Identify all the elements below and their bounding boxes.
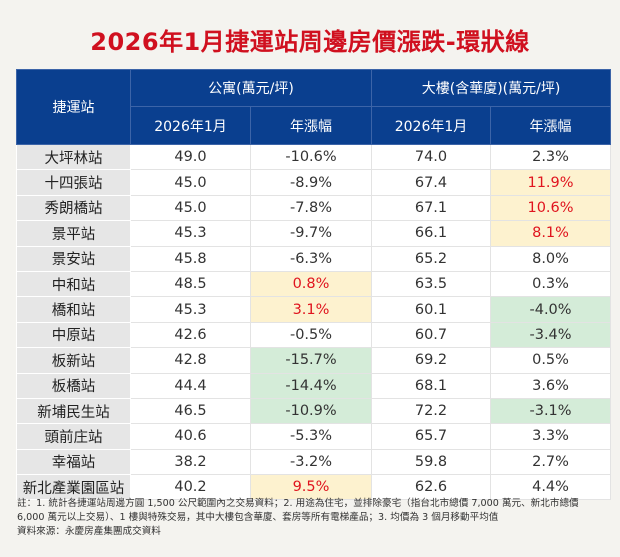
apt-yoy-cell: 0.8% <box>249 270 373 298</box>
apt-yoy-cell: -10.9% <box>249 397 373 425</box>
station-cell: 幸福站 <box>16 448 131 476</box>
apt-yoy-cell: -7.8% <box>249 194 373 222</box>
station-cell: 板橋站 <box>16 372 131 399</box>
apt-yoy-cell: -0.5% <box>249 321 373 349</box>
station-cell: 板新站 <box>16 347 131 374</box>
bld-yoy-cell: 8.0% <box>490 245 612 272</box>
apt-price-cell: 45.3 <box>130 296 251 323</box>
table-row: 頭前庄站 40.6 -5.3% 65.7 3.3% <box>16 423 612 450</box>
station-cell: 中和站 <box>16 270 131 298</box>
apt-yoy-cell: -9.7% <box>249 220 373 247</box>
table-row: 板橋站 44.4 -14.4% 68.1 3.6% <box>16 372 612 399</box>
apt-yoy-cell: -5.3% <box>249 423 373 450</box>
apt-yoy-cell: -10.6% <box>249 143 373 171</box>
apt-yoy-cell: -8.9% <box>249 169 373 196</box>
table-row: 秀朗橋站 45.0 -7.8% 67.1 10.6% <box>16 194 612 222</box>
bld-price-cell: 63.5 <box>371 270 492 298</box>
apt-yoy-cell: -6.3% <box>249 245 373 272</box>
bld-yoy-cell: 0.5% <box>490 347 612 374</box>
bld-yoy-cell: 10.6% <box>490 194 612 222</box>
bld-yoy-cell: 4.4% <box>490 474 612 501</box>
bld-price-cell: 65.7 <box>371 423 492 450</box>
table-row: 十四張站 45.0 -8.9% 67.4 11.9% <box>16 169 612 196</box>
apt-price-cell: 49.0 <box>130 143 251 171</box>
bld-yoy-cell: 11.9% <box>490 169 612 196</box>
apt-price-cell: 38.2 <box>130 448 251 476</box>
station-cell: 頭前庄站 <box>16 423 131 450</box>
station-cell: 大坪林站 <box>16 143 131 171</box>
bld-price-cell: 62.6 <box>371 474 492 501</box>
bld-yoy-cell: -3.1% <box>490 397 612 425</box>
bld-yoy-cell: 3.3% <box>490 423 612 450</box>
bld-yoy-cell: 2.3% <box>490 143 612 171</box>
price-table: 捷運站 公寓(萬元/坪) 大樓(含華廈)(萬元/坪) 2026年1月 年漲幅 2… <box>16 69 612 501</box>
apt-price-cell: 45.3 <box>130 220 251 247</box>
notes-text: 註：1. 統計各捷運站周邊方圓 1,500 公尺範圍內之交易資料；2. 用途為住… <box>17 498 579 523</box>
apt-price-cell: 45.8 <box>130 245 251 272</box>
apt-yoy-cell: -15.7% <box>249 347 373 374</box>
bld-price-cell: 68.1 <box>371 372 492 399</box>
station-cell: 景安站 <box>16 245 131 272</box>
table-row: 新埔民生站 46.5 -10.9% 72.2 -3.1% <box>16 397 612 425</box>
station-cell: 景平站 <box>16 220 131 247</box>
header-bld-yoy: 年漲幅 <box>490 106 612 145</box>
table-row: 景平站 45.3 -9.7% 66.1 8.1% <box>16 220 612 247</box>
bld-price-cell: 67.4 <box>371 169 492 196</box>
bld-yoy-cell: 8.1% <box>490 220 612 247</box>
table-row: 橋和站 45.3 3.1% 60.1 -4.0% <box>16 296 612 323</box>
header-apt-yoy: 年漲幅 <box>249 106 373 145</box>
bld-price-cell: 74.0 <box>371 143 492 171</box>
bld-price-cell: 65.2 <box>371 245 492 272</box>
bld-price-cell: 72.2 <box>371 397 492 425</box>
table-row: 板新站 42.8 -15.7% 69.2 0.5% <box>16 347 612 374</box>
header-apt-month: 2026年1月 <box>130 106 251 145</box>
station-cell: 新北產業園區站 <box>16 474 131 501</box>
header-building: 大樓(含華廈)(萬元/坪) <box>371 69 612 107</box>
apt-price-cell: 48.5 <box>130 270 251 298</box>
apt-yoy-cell: 3.1% <box>249 296 373 323</box>
header-bld-month: 2026年1月 <box>371 106 492 145</box>
bld-price-cell: 66.1 <box>371 220 492 247</box>
station-cell: 十四張站 <box>16 169 131 196</box>
table-row: 中和站 48.5 0.8% 63.5 0.3% <box>16 270 612 298</box>
apt-price-cell: 45.0 <box>130 169 251 196</box>
apt-price-cell: 44.4 <box>130 372 251 399</box>
bld-yoy-cell: 2.7% <box>490 448 612 476</box>
bld-price-cell: 69.2 <box>371 347 492 374</box>
table-row: 大坪林站 49.0 -10.6% 74.0 2.3% <box>16 143 612 171</box>
apt-yoy-cell: -3.2% <box>249 448 373 476</box>
header-apartment: 公寓(萬元/坪) <box>129 69 373 107</box>
bld-yoy-cell: 3.6% <box>490 372 612 399</box>
source-text: 資料來源：永慶房產集團成交資料 <box>17 526 161 537</box>
bld-price-cell: 67.1 <box>371 194 492 222</box>
apt-price-cell: 46.5 <box>130 397 251 425</box>
table-row: 中原站 42.6 -0.5% 60.7 -3.4% <box>16 321 612 349</box>
station-cell: 橋和站 <box>16 296 131 323</box>
table-row: 新北產業園區站 40.2 9.5% 62.6 4.4% <box>16 474 612 501</box>
apt-price-cell: 40.6 <box>130 423 251 450</box>
bld-price-cell: 59.8 <box>371 448 492 476</box>
table-row: 景安站 45.8 -6.3% 65.2 8.0% <box>16 245 612 272</box>
apt-price-cell: 42.6 <box>130 321 251 349</box>
bld-yoy-cell: -3.4% <box>490 321 612 349</box>
table-row: 幸福站 38.2 -3.2% 59.8 2.7% <box>16 448 612 476</box>
apt-price-cell: 45.0 <box>130 194 251 222</box>
header-station: 捷運站 <box>16 69 131 145</box>
bld-price-cell: 60.1 <box>371 296 492 323</box>
station-cell: 秀朗橋站 <box>16 194 131 222</box>
bld-yoy-cell: -4.0% <box>490 296 612 323</box>
apt-yoy-cell: -14.4% <box>249 372 373 399</box>
apt-yoy-cell: 9.5% <box>249 474 373 501</box>
apt-price-cell: 42.8 <box>130 347 251 374</box>
bld-yoy-cell: 0.3% <box>490 270 612 298</box>
footnotes: 註：1. 統計各捷運站周邊方圓 1,500 公尺範圍內之交易資料；2. 用途為住… <box>17 497 607 539</box>
station-cell: 新埔民生站 <box>16 397 131 425</box>
bld-price-cell: 60.7 <box>371 321 492 349</box>
page-title: 2026年1月捷運站周邊房價漲跌-環狀線 <box>90 28 530 56</box>
station-cell: 中原站 <box>16 321 131 349</box>
